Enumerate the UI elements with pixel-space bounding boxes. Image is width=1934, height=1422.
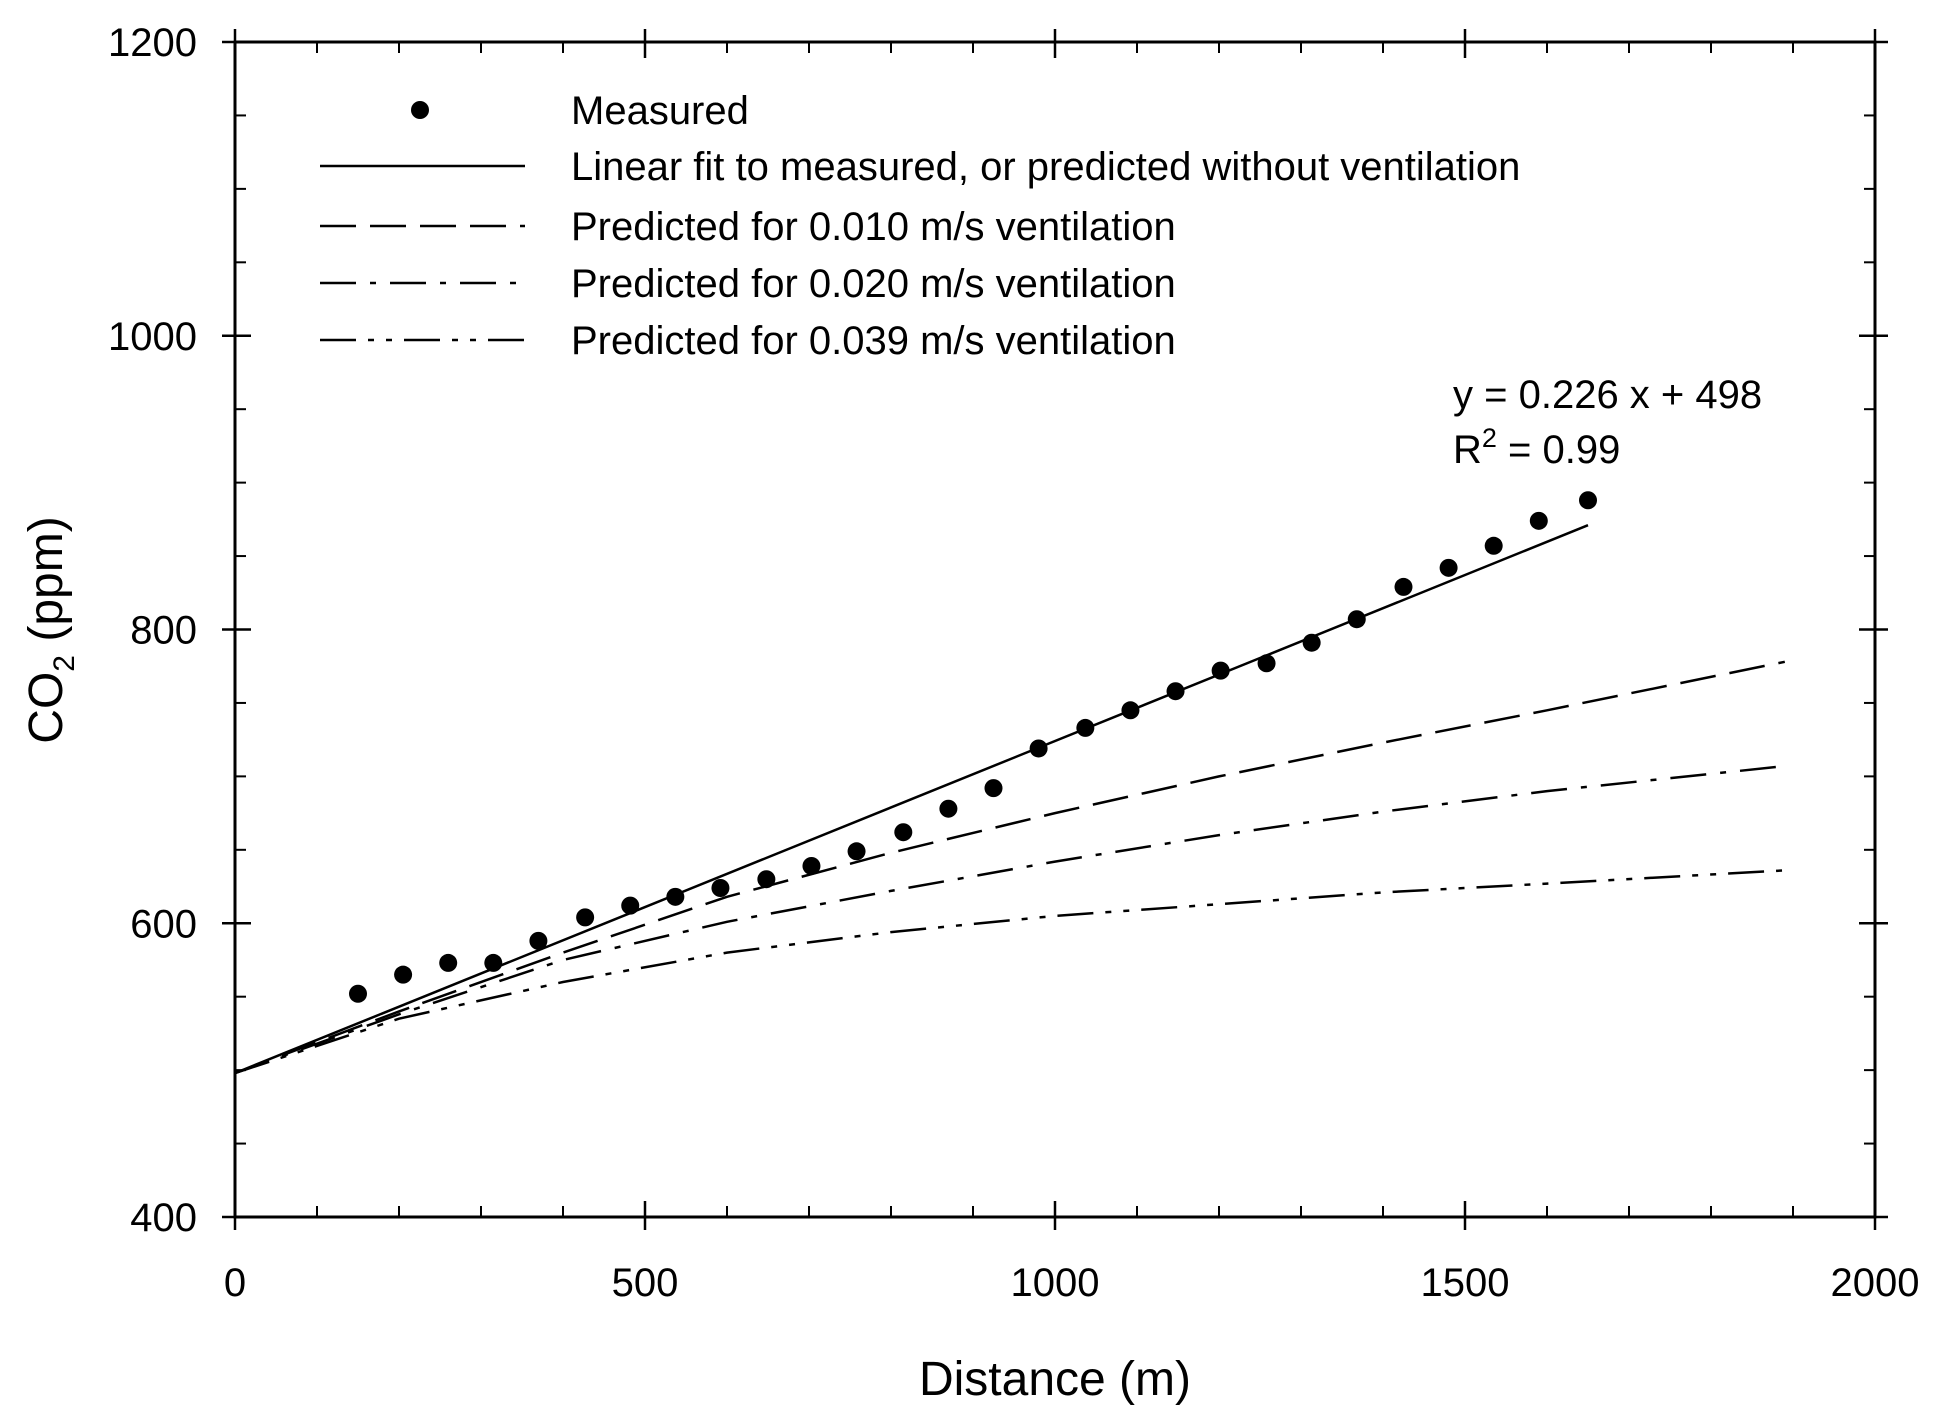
fit-equation: y = 0.226 x + 498 <box>1453 373 1762 417</box>
measured-point <box>939 799 958 818</box>
x-axis-label: Distance (m) <box>919 1353 1191 1406</box>
r-squared-tail: = 0.99 <box>1497 428 1620 472</box>
legend-label: Predicted for 0.039 m/s ventilation <box>571 319 1176 363</box>
series-line-solid <box>234 524 1589 1075</box>
legend-label: Linear fit to measured, or predicted wit… <box>571 145 1520 189</box>
measured-point <box>484 953 503 972</box>
measured-point <box>757 870 776 889</box>
legend: Measured Linear fit to measured, or predi… <box>320 89 1520 363</box>
legend-symbol-measured <box>411 101 429 119</box>
legend-label: Measured <box>571 89 749 133</box>
y-tick-labels: 400 600 800 1000 1200 <box>108 21 197 1240</box>
measured-point <box>984 779 1003 798</box>
measured-point <box>1029 739 1048 758</box>
measured-point <box>711 879 730 897</box>
measured-point <box>1121 701 1140 720</box>
series-line-dashed <box>234 660 1786 1075</box>
y-axis-label-sub: 2 <box>48 655 81 672</box>
x-tick-label: 0 <box>224 1261 246 1305</box>
major-ticks <box>222 29 1888 1230</box>
measured-point <box>1166 682 1185 701</box>
y-tick-label: 800 <box>130 609 197 653</box>
x-tick-label: 500 <box>612 1261 679 1305</box>
measured-point <box>1302 633 1321 652</box>
measured-point <box>1529 511 1548 530</box>
measured-point <box>1579 491 1597 510</box>
measured-point <box>1257 654 1276 673</box>
measured-point <box>802 856 821 875</box>
measured-point <box>349 984 367 1003</box>
x-tick-labels: 0 500 1000 1500 2000 <box>224 1261 1920 1305</box>
measured-point <box>1347 610 1366 629</box>
measured-point <box>1484 536 1503 555</box>
legend-label: Predicted for 0.010 m/s ventilation <box>571 205 1176 249</box>
r-squared-sup: 2 <box>1482 423 1497 453</box>
y-tick-label: 1000 <box>108 315 197 359</box>
measured-point <box>394 965 413 984</box>
x-tick-label: 2000 <box>1831 1261 1920 1305</box>
series-line-dashdot <box>234 764 1785 1075</box>
series-line-dashdotdot <box>234 869 1785 1075</box>
minor-ticks <box>235 42 1875 1217</box>
r-squared-main: R <box>1453 428 1482 472</box>
measured-point <box>439 953 458 972</box>
series-lines <box>234 524 1786 1075</box>
legend-label: Predicted for 0.020 m/s ventilation <box>571 262 1176 306</box>
measured-point <box>666 887 685 906</box>
measured-point <box>1439 558 1458 577</box>
measured-points <box>349 491 1597 1003</box>
x-tick-label: 1000 <box>1011 1261 1100 1305</box>
fit-r-squared: R2 = 0.99 <box>1453 423 1620 472</box>
measured-point <box>576 908 595 927</box>
measured-point <box>529 931 548 950</box>
measured-point <box>1076 718 1095 737</box>
measured-point <box>847 842 866 861</box>
measured-point <box>1211 661 1230 680</box>
y-axis-label-tail: (ppm) <box>20 516 73 655</box>
y-tick-label: 1200 <box>108 21 197 65</box>
y-axis-label: CO2 (ppm) <box>20 516 81 743</box>
measured-point <box>894 823 913 842</box>
y-axis-label-main: CO <box>20 672 73 744</box>
measured-point <box>621 896 640 915</box>
x-tick-label: 1500 <box>1421 1261 1510 1305</box>
y-tick-label: 600 <box>130 902 197 946</box>
measured-point <box>1394 577 1413 596</box>
y-tick-label: 400 <box>130 1196 197 1240</box>
